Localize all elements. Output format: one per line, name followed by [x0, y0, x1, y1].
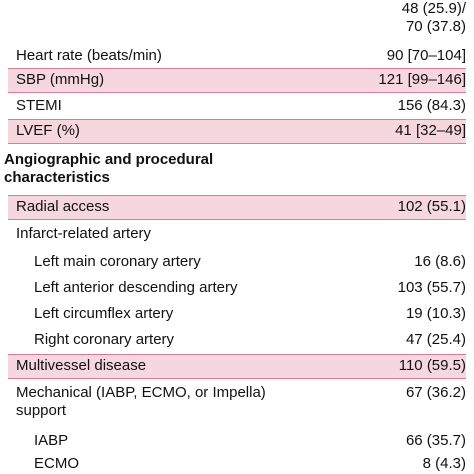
row-label: Left main coronary artery: [34, 253, 201, 270]
row-value: 121 [99–146]: [378, 71, 466, 88]
row-label: Multivessel disease: [16, 357, 147, 374]
table-row-continuation: 48 (25.9)/ 70 (37.8): [0, 0, 474, 36]
row-label: Right coronary artery: [34, 331, 175, 348]
row-value: 41 [32–49]: [395, 122, 466, 139]
table-row-lvef: LVEF (%) 41 [32–49]: [0, 119, 474, 144]
table-row-rca: Right coronary artery 47 (25.4): [0, 327, 474, 353]
row-label: Left circumflex artery: [34, 305, 174, 322]
table-row-multivessel-disease: Multivessel disease 110 (59.5): [0, 354, 474, 379]
row-value: 67 (36.2): [405, 384, 466, 401]
row-label: Mechanical (IABP, ECMO, or Impella) supp…: [16, 384, 266, 420]
row-label: STEMI: [16, 97, 62, 114]
section-heading: Angiographic and procedural characterist…: [4, 151, 213, 187]
table-row-lcx: Left circumflex artery 19 (10.3): [0, 301, 474, 327]
row-label: Infarct-related artery: [16, 225, 152, 242]
row-value: 110 (59.5): [398, 357, 466, 374]
row-label: LVEF (%): [16, 122, 80, 139]
table-row-stemi: STEMI 156 (84.3): [0, 93, 474, 118]
value-line-2: 70 (37.8): [405, 18, 466, 35]
row-value: 8 (4.3): [422, 455, 466, 472]
row-label: ECMO: [34, 455, 79, 472]
value-line-1: 48 (25.9)/: [401, 0, 466, 17]
row-value: 102 (55.1): [397, 198, 466, 215]
row-value: 156 (84.3): [397, 97, 466, 114]
row-label: Radial access: [16, 198, 110, 215]
row-value: 103 (55.7): [397, 279, 466, 296]
table-row-mechanical-support: Mechanical (IABP, ECMO, or Impella) supp…: [0, 382, 474, 426]
table-row-ecmo: ECMO 8 (4.3): [0, 454, 474, 474]
table-row-lad: Left anterior descending artery 103 (55.…: [0, 275, 474, 301]
heading-line-2: characteristics: [4, 169, 110, 186]
table-row-heart-rate: Heart rate (beats/min) 90 [70–104]: [0, 44, 474, 68]
table-row-radial-access: Radial access 102 (55.1): [0, 195, 474, 220]
row-value: 90 [70–104]: [386, 47, 466, 64]
table-row-infarct-related-artery: Infarct-related artery: [0, 222, 474, 247]
row-label: Left anterior descending artery: [34, 279, 238, 296]
row-label: IABP: [34, 432, 69, 449]
row-highlight: [8, 195, 466, 220]
continuation-value: 48 (25.9)/ 70 (37.8): [402, 0, 466, 36]
row-highlight: [8, 68, 466, 93]
table-row-left-main: Left main coronary artery 16 (8.6): [0, 249, 474, 275]
row-value: 16 (8.6): [414, 253, 466, 270]
label-line-1: Mechanical (IABP, ECMO, or Impella): [16, 384, 266, 401]
row-label: SBP (mmHg): [16, 71, 105, 88]
table-section-heading: Angiographic and procedural characterist…: [0, 149, 474, 193]
label-line-2: support: [16, 402, 67, 419]
row-value: 47 (25.4): [405, 331, 466, 348]
row-label: Heart rate (beats/min): [16, 47, 162, 64]
row-value: 66 (35.7): [405, 432, 466, 449]
table-row-sbp: SBP (mmHg) 121 [99–146]: [0, 68, 474, 93]
table-row-iabp: IABP 66 (35.7): [0, 428, 474, 454]
heading-line-1: Angiographic and procedural: [4, 151, 214, 168]
row-highlight: [8, 354, 466, 379]
row-highlight: [8, 119, 466, 144]
row-value: 19 (10.3): [405, 305, 466, 322]
